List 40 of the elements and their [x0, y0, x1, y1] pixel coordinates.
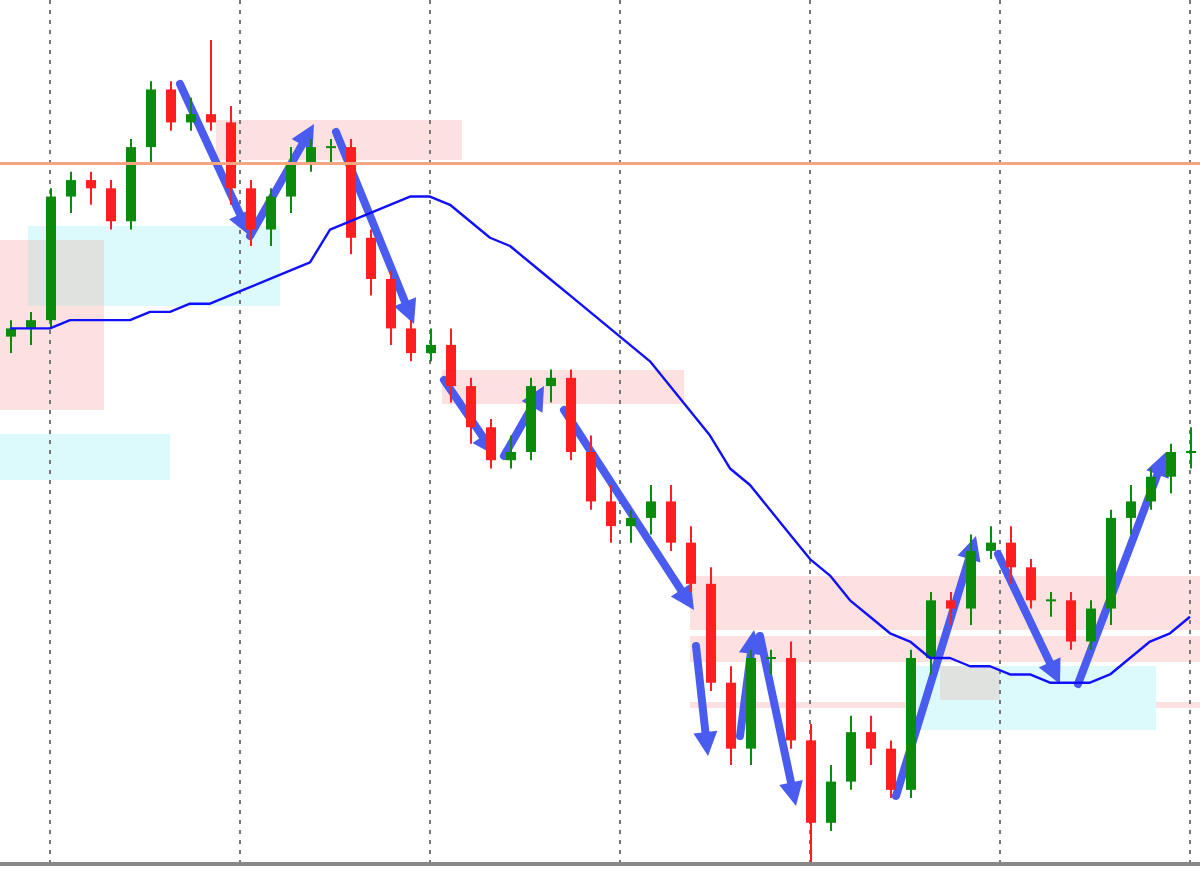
candlestick [866, 714, 876, 767]
candlestick [266, 187, 276, 247]
candlestick [1046, 591, 1056, 618]
candlestick [826, 764, 836, 833]
candlestick [546, 368, 556, 404]
candlestick [246, 179, 256, 247]
candlestick [1086, 599, 1096, 651]
candlestick [646, 483, 656, 536]
candlestick [626, 508, 636, 544]
candlestick [86, 170, 96, 206]
candlestick [406, 319, 416, 363]
candlestick [1006, 525, 1016, 585]
candlestick [66, 170, 76, 215]
candlestick [1166, 442, 1176, 495]
candlestick [366, 228, 376, 297]
candlestick [606, 483, 616, 544]
candlestick [1026, 558, 1036, 610]
candlestick [666, 483, 676, 552]
candlestick [6, 319, 16, 355]
candlestick [946, 591, 956, 627]
candlestick [1066, 591, 1076, 651]
candlestick [286, 146, 296, 215]
candlestick [186, 96, 196, 132]
candlestick [1146, 467, 1156, 511]
candlestick [986, 525, 996, 561]
candlestick [506, 434, 516, 470]
candlestick [326, 137, 336, 165]
candlestick [206, 40, 216, 132]
candlestick [106, 179, 116, 231]
candlestick [686, 525, 696, 594]
candlestick [1126, 483, 1136, 536]
candlestick [1186, 426, 1196, 470]
candlestick [426, 327, 436, 363]
candlestick [446, 327, 456, 404]
candlestick [486, 418, 496, 470]
candlestick [166, 80, 176, 132]
candlestick [766, 648, 776, 676]
candlestick [306, 137, 316, 173]
candlestick [466, 376, 476, 445]
candlestick [886, 739, 896, 800]
